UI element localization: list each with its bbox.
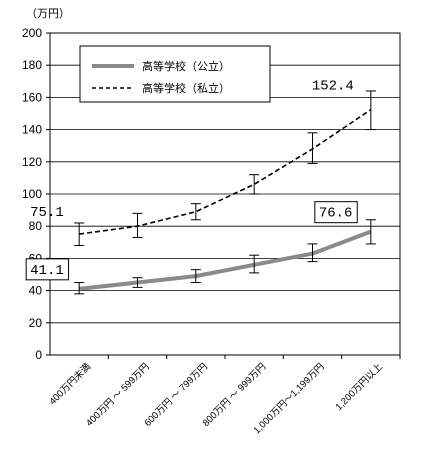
data-label-box — [314, 201, 358, 224]
y-tick-label: 180 — [22, 58, 42, 72]
series-line-public — [78, 229, 372, 291]
x-tick-label: 400万円 ～ 599万円 — [84, 361, 152, 429]
series — [74, 90, 376, 295]
y-tick-label: 80 — [29, 219, 43, 233]
series-line-private — [79, 108, 372, 235]
y-tick-label: 120 — [22, 155, 42, 169]
x-tick-label: 600万円 ～ 799万円 — [142, 361, 210, 429]
legend-label-private: 高等学校（私立） — [142, 81, 230, 95]
y-unit-label: （万円） — [26, 7, 70, 20]
data-label: 41.1 — [30, 263, 64, 279]
y-tick-label: 160 — [22, 90, 42, 104]
data-label: 152.4 — [312, 79, 354, 95]
x-tick-label: 1,200万円以上 — [333, 361, 385, 413]
y-tick-label: 200 — [22, 26, 42, 40]
data-label: 75.1 — [30, 205, 64, 221]
legend-box — [79, 45, 271, 103]
legend: 高等学校（公立） 高等学校（私立） — [79, 45, 271, 103]
data-labels: 41.1 75.1 76.6 152.4 — [25, 79, 358, 281]
y-tick-label: 0 — [35, 348, 42, 362]
y-tick-label: 140 — [22, 123, 42, 137]
x-tick-label: 400万円未満 — [47, 360, 94, 407]
data-label-box — [25, 258, 70, 281]
x-tick-label: 800万円 ～ 999万円 — [201, 361, 269, 429]
y-tick-label: 100 — [22, 187, 42, 201]
y-tick-label: 20 — [29, 316, 43, 330]
legend-label-public: 高等学校（公立） — [142, 59, 230, 73]
data-label: 76.6 — [319, 206, 353, 222]
y-tick-labels: 020406080100120140160180200 — [22, 26, 42, 362]
y-tick-label: 40 — [29, 284, 43, 298]
